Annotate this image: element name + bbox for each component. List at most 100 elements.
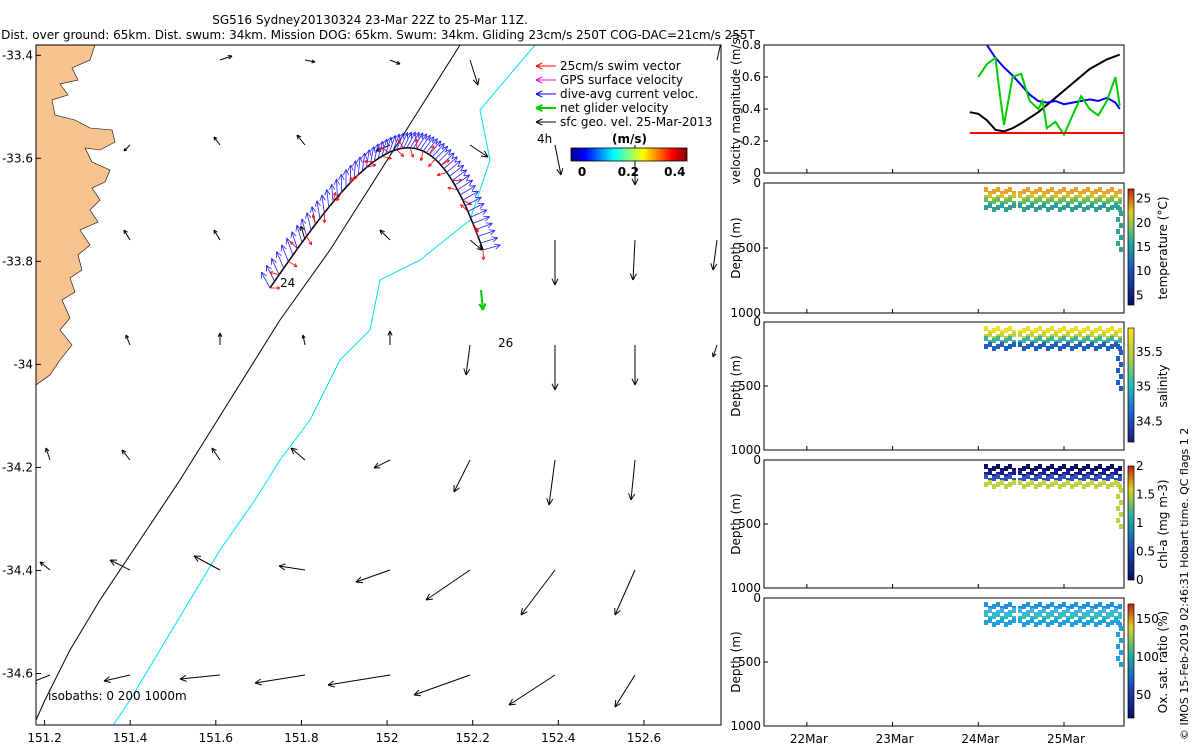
colorbar-tick-label: 15 xyxy=(1136,240,1151,254)
panel-y-tick-label: 0 xyxy=(753,166,761,180)
map-x-axis: 151.2 151.4 151.6 151.8 152 152.2 152.4 152.6 xyxy=(27,720,661,745)
colorbar-tick-label: 150 xyxy=(1136,612,1159,626)
panel-y-tick-label: 500 xyxy=(738,655,761,669)
profile-sample xyxy=(1078,480,1082,485)
profile-sample xyxy=(1046,338,1050,343)
profile-sample xyxy=(1000,618,1004,623)
profile-sample xyxy=(1022,604,1026,609)
profile-sample xyxy=(1038,205,1042,210)
profile-sample xyxy=(1004,328,1008,333)
profile-sample xyxy=(988,470,992,475)
profile-sample xyxy=(1054,203,1058,208)
profile-sample xyxy=(992,338,996,343)
profile-sample xyxy=(1082,207,1086,212)
panel-y-label: velocity magnitude (m/s) xyxy=(729,34,743,185)
profile-sample xyxy=(992,207,996,212)
profile-sample xyxy=(1082,346,1086,351)
profile-sample xyxy=(1074,326,1078,331)
legend-label: sfc geo. vel. 25-Mar-2013 xyxy=(560,115,712,129)
profile-sample xyxy=(984,612,988,617)
profile-sample xyxy=(988,332,992,337)
profile-sample xyxy=(1078,332,1082,337)
profile-sample xyxy=(1062,482,1066,487)
profile-sample xyxy=(984,602,988,607)
panel-y-tick-label: 0 xyxy=(753,315,761,329)
profile-sample xyxy=(1046,466,1050,471)
profile-sample xyxy=(1030,342,1034,347)
profile-sample xyxy=(1106,189,1110,194)
profile-sample xyxy=(1062,326,1066,331)
panel-frame xyxy=(763,459,1125,589)
profile-sample xyxy=(1116,506,1120,511)
profile-sample xyxy=(1086,205,1090,210)
profile-sample xyxy=(988,618,992,623)
profile-sample xyxy=(1012,470,1016,475)
profile-sample xyxy=(1050,336,1054,341)
map-y-tick-label: -34.4 xyxy=(2,563,33,577)
colorbar-tick-label: 10 xyxy=(1136,264,1151,278)
track-label-26: 26 xyxy=(498,336,513,350)
profile-sample xyxy=(1094,476,1098,481)
profile-sample xyxy=(1118,614,1122,619)
profile-sample xyxy=(1022,207,1026,212)
map-y-tick-label: -34.2 xyxy=(2,460,33,474)
profile-sample xyxy=(1074,602,1078,607)
profile-sample xyxy=(1058,199,1062,204)
profile-sample xyxy=(992,484,996,489)
profile-sample xyxy=(1050,464,1054,469)
colorbar-tick-label: 25 xyxy=(1136,192,1151,206)
coastline-land xyxy=(36,45,116,386)
profile-sample xyxy=(1054,332,1058,337)
profile-sample xyxy=(1022,338,1026,343)
map-y-axis: -33.4 -33.6 -33.8 -34 -34.2 -34.4 -34.6 xyxy=(2,48,41,680)
profile-sample xyxy=(1070,622,1074,627)
profile-sample xyxy=(1119,512,1123,517)
colorbar-tick-label: 0.5 xyxy=(1136,545,1155,559)
profile-sample xyxy=(1082,622,1086,627)
profile-sample xyxy=(1110,464,1114,469)
legend-label: dive-avg current veloc. xyxy=(560,87,698,101)
profile-sample xyxy=(1074,205,1078,210)
profile-sample xyxy=(1116,229,1120,234)
profile-sample xyxy=(1106,346,1110,351)
profile-sample xyxy=(1030,193,1034,198)
profile-sample xyxy=(1058,189,1062,194)
profile-sample xyxy=(1000,608,1004,613)
profile-sample xyxy=(1098,602,1102,607)
profile-sample xyxy=(1034,338,1038,343)
colorbar-tick-label: 100 xyxy=(1136,650,1159,664)
profile-sample xyxy=(1082,604,1086,609)
profile-sample xyxy=(1046,476,1050,481)
profile-sample xyxy=(1018,618,1022,623)
panel-frame xyxy=(763,597,1125,727)
profile-sample xyxy=(996,187,1000,192)
profile-sample xyxy=(1042,342,1046,347)
profile-sample xyxy=(1098,474,1102,479)
panel-1: velocity magnitude (m/s) 0 0.2 0.4 0.6 0.8 xyxy=(729,34,1125,185)
profile-sample xyxy=(984,205,988,210)
colorbar-unit-label: (m/s) xyxy=(612,132,647,146)
profile-sample xyxy=(1000,342,1004,347)
profile-sample xyxy=(1054,342,1058,347)
profile-sample xyxy=(1046,604,1050,609)
panel-y-tick-label: 0.8 xyxy=(742,38,761,52)
profile-sample xyxy=(1078,608,1082,613)
profile-sample xyxy=(1054,618,1058,623)
profile-sample xyxy=(1062,464,1066,469)
profile-sample xyxy=(1012,618,1016,623)
profile-sample xyxy=(1119,223,1123,228)
profile-sample xyxy=(1022,346,1026,351)
profile-sample xyxy=(1070,466,1074,471)
map-x-tick-label: 152.4 xyxy=(541,731,575,745)
profile-sample xyxy=(1046,484,1050,489)
profile-sample xyxy=(1098,326,1102,331)
profile-sample xyxy=(1004,604,1008,609)
profile-sample xyxy=(1030,608,1034,613)
colorbar-tick-label: 5 xyxy=(1136,288,1144,302)
panel-y-tick-label: 1000 xyxy=(730,719,761,733)
profile-sample xyxy=(1050,197,1054,202)
profile-sample xyxy=(992,476,996,481)
profile-sample xyxy=(1090,332,1094,337)
profile-sample xyxy=(1070,484,1074,489)
profile-sample xyxy=(1118,328,1122,333)
